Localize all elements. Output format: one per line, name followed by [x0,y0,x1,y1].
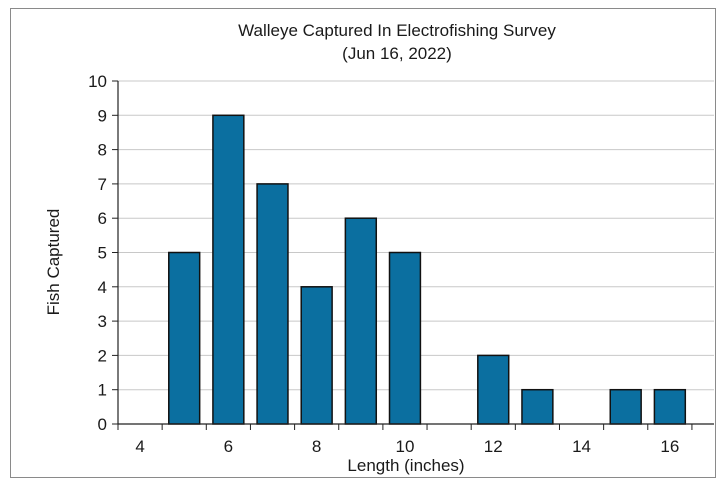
x-tick-label-16: 16 [660,437,679,456]
bar-7in [256,183,289,425]
y-tick-label-4: 4 [98,278,107,297]
y-tick-label-5: 5 [98,244,107,263]
y-tick-label-0: 0 [98,415,107,434]
bar-12in [477,354,510,425]
bar-9in [344,217,378,425]
y-tick-label-7: 7 [98,175,107,194]
x-tick-label-4: 4 [135,437,144,456]
y-tick-label-9: 9 [98,106,107,125]
bar-16in [653,388,687,425]
x-tick-label-10: 10 [396,437,415,456]
chart-frame: 0 1 2 3 4 5 6 7 8 9 10 4 6 8 10 12 14 16 Walleye Capture… [10,8,716,478]
x-tick-label-12: 12 [484,437,503,456]
x-tick-label-6: 6 [224,437,233,456]
y-axis-label: Fish Captured [44,209,63,316]
y-tick-labels: 0 1 2 3 4 5 6 7 8 9 10 [88,72,107,434]
axes [112,80,714,430]
x-tick-labels: 4 6 8 10 12 14 16 [135,437,679,456]
y-tick-label-8: 8 [98,141,107,160]
chart-subtitle: (Jun 16, 2022) [342,44,452,63]
y-tick-label-2: 2 [98,346,107,365]
y-tick-label-10: 10 [88,72,107,91]
bar-10in [388,251,422,425]
x-axis-label: Length (inches) [347,456,464,475]
y-tick-label-3: 3 [98,312,107,331]
y-tick-label-1: 1 [98,381,107,400]
x-tick-label-8: 8 [312,437,321,456]
x-tick-label-14: 14 [572,437,591,456]
bar-15in [609,388,642,425]
y-tick-label-6: 6 [98,209,107,228]
bar-8in [300,286,333,425]
bar-13in [521,388,554,425]
bar-5in [168,251,201,425]
bars [168,114,687,425]
bar-6in [212,114,245,425]
chart-title: Walleye Captured In Electrofishing Surve… [238,21,556,40]
